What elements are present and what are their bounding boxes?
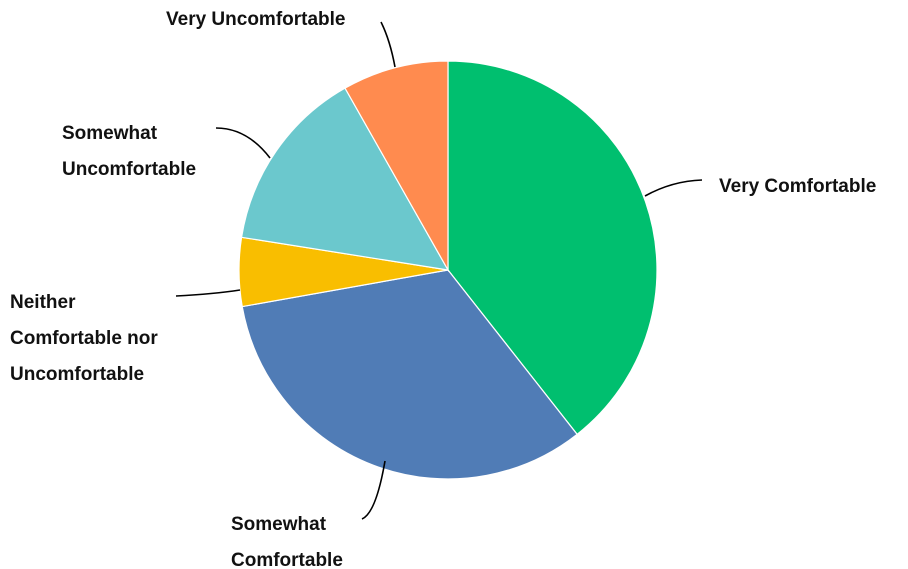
leader-line-somewhat-uncomfortable [215, 127, 271, 159]
slices-layer [238, 60, 658, 480]
slice-label-very-uncomfortable: Very Uncomfortable [166, 9, 346, 30]
slice-label-very-comfortable: Very Comfortable [719, 176, 876, 197]
pie-slice-very-uncomfortable [344, 60, 449, 273]
leader-lines-layer [175, 21, 703, 520]
leader-line-very-uncomfortable [380, 21, 396, 68]
slice-label-somewhat-uncomfortable: Somewhat Uncomfortable [62, 123, 196, 180]
leader-line-very-comfortable [644, 179, 703, 197]
leader-line-neither-comfortable-nor-uncomfortable [175, 289, 241, 297]
slice-label-neither-comfortable-nor-uncomfortable: Neither Comfortable nor Uncomfortable [10, 292, 158, 385]
pie-slice-very-comfortable [447, 60, 658, 436]
labels-layer: Very Comfortable Somewhat Comfortable Neith… [10, 9, 876, 569]
leader-line-somewhat-comfortable [361, 460, 386, 520]
pie-slice-somewhat-uncomfortable [240, 87, 450, 271]
pie-slice-somewhat-comfortable [241, 269, 578, 480]
slice-label-somewhat-comfortable: Somewhat Comfortable [231, 514, 343, 569]
